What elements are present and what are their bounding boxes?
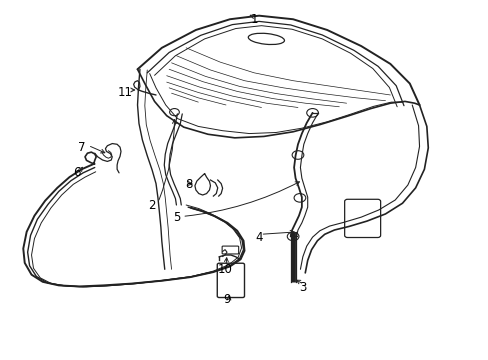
Text: 11: 11 xyxy=(118,86,133,99)
Text: 7: 7 xyxy=(78,141,85,154)
Text: 4: 4 xyxy=(255,231,262,244)
Text: 6: 6 xyxy=(73,166,81,179)
Text: 3: 3 xyxy=(299,281,306,294)
Text: 2: 2 xyxy=(148,198,156,212)
Text: 10: 10 xyxy=(217,263,232,276)
Text: 1: 1 xyxy=(250,13,258,26)
Text: 5: 5 xyxy=(172,211,180,224)
Text: 9: 9 xyxy=(224,293,231,306)
Text: 8: 8 xyxy=(184,178,192,191)
